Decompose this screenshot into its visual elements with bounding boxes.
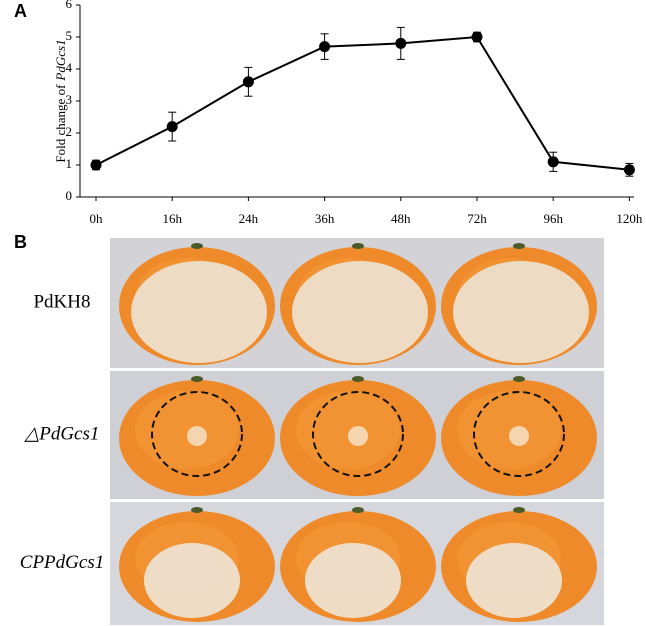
stem: [352, 507, 364, 513]
x-tick-label: 120h: [616, 211, 643, 226]
x-tick-label: 36h: [315, 211, 335, 226]
point: [547, 156, 559, 168]
stem: [191, 243, 203, 249]
line: [95, 35, 630, 171]
x-tick-label: 24h: [239, 211, 259, 226]
lesion-ring: [151, 391, 243, 477]
stem: [352, 243, 364, 249]
panel-label: B: [14, 232, 27, 252]
stem: [191, 507, 203, 513]
row-label: PdKH8: [33, 291, 90, 312]
point: [90, 159, 102, 171]
mold: [131, 261, 267, 363]
mold: [509, 426, 529, 446]
lesion-ring: [473, 391, 565, 477]
stem: [513, 243, 525, 249]
y-tick-label: 2: [66, 124, 73, 139]
y-axis-label: Fold change of PdGcs1: [53, 39, 68, 162]
x-tick-label: 48h: [391, 211, 411, 226]
x-tick-label: 0h: [90, 211, 104, 226]
y-axis-label-part: Fold change of: [53, 84, 68, 163]
mold: [466, 543, 562, 618]
stem: [513, 376, 525, 382]
point: [166, 121, 178, 133]
row-label: △PdGcs1: [24, 423, 100, 444]
point: [242, 76, 254, 88]
stem: [352, 376, 364, 382]
point: [623, 164, 635, 176]
fruit-shade: [457, 391, 561, 469]
y-tick-label: 6: [66, 0, 73, 11]
y-tick-label: 1: [66, 156, 73, 171]
point: [395, 37, 407, 49]
y-tick-label: 5: [66, 28, 73, 43]
x-tick-label: 16h: [162, 211, 182, 226]
y-tick-label: 4: [66, 60, 73, 75]
fruit-shade: [135, 391, 239, 469]
stem: [513, 507, 525, 513]
panel-label: A: [14, 1, 27, 21]
lesion-ring: [312, 391, 404, 477]
mold: [144, 543, 240, 618]
mold: [187, 426, 207, 446]
mold: [292, 261, 428, 363]
row-label: CPPdGcs1: [20, 552, 104, 573]
mold: [348, 426, 368, 446]
point: [471, 31, 483, 43]
fruit-shade: [296, 391, 400, 469]
stem: [191, 376, 203, 382]
mold: [453, 261, 589, 363]
y-axis-label-part: PdGcs1: [53, 39, 68, 81]
photo-panel: [110, 238, 604, 625]
x-tick-label: 72h: [467, 211, 487, 226]
point: [319, 41, 331, 53]
y-tick-label: 0: [66, 188, 73, 203]
y-tick-label: 3: [66, 92, 73, 107]
x-tick-label: 96h: [543, 211, 563, 226]
mold: [305, 543, 401, 618]
